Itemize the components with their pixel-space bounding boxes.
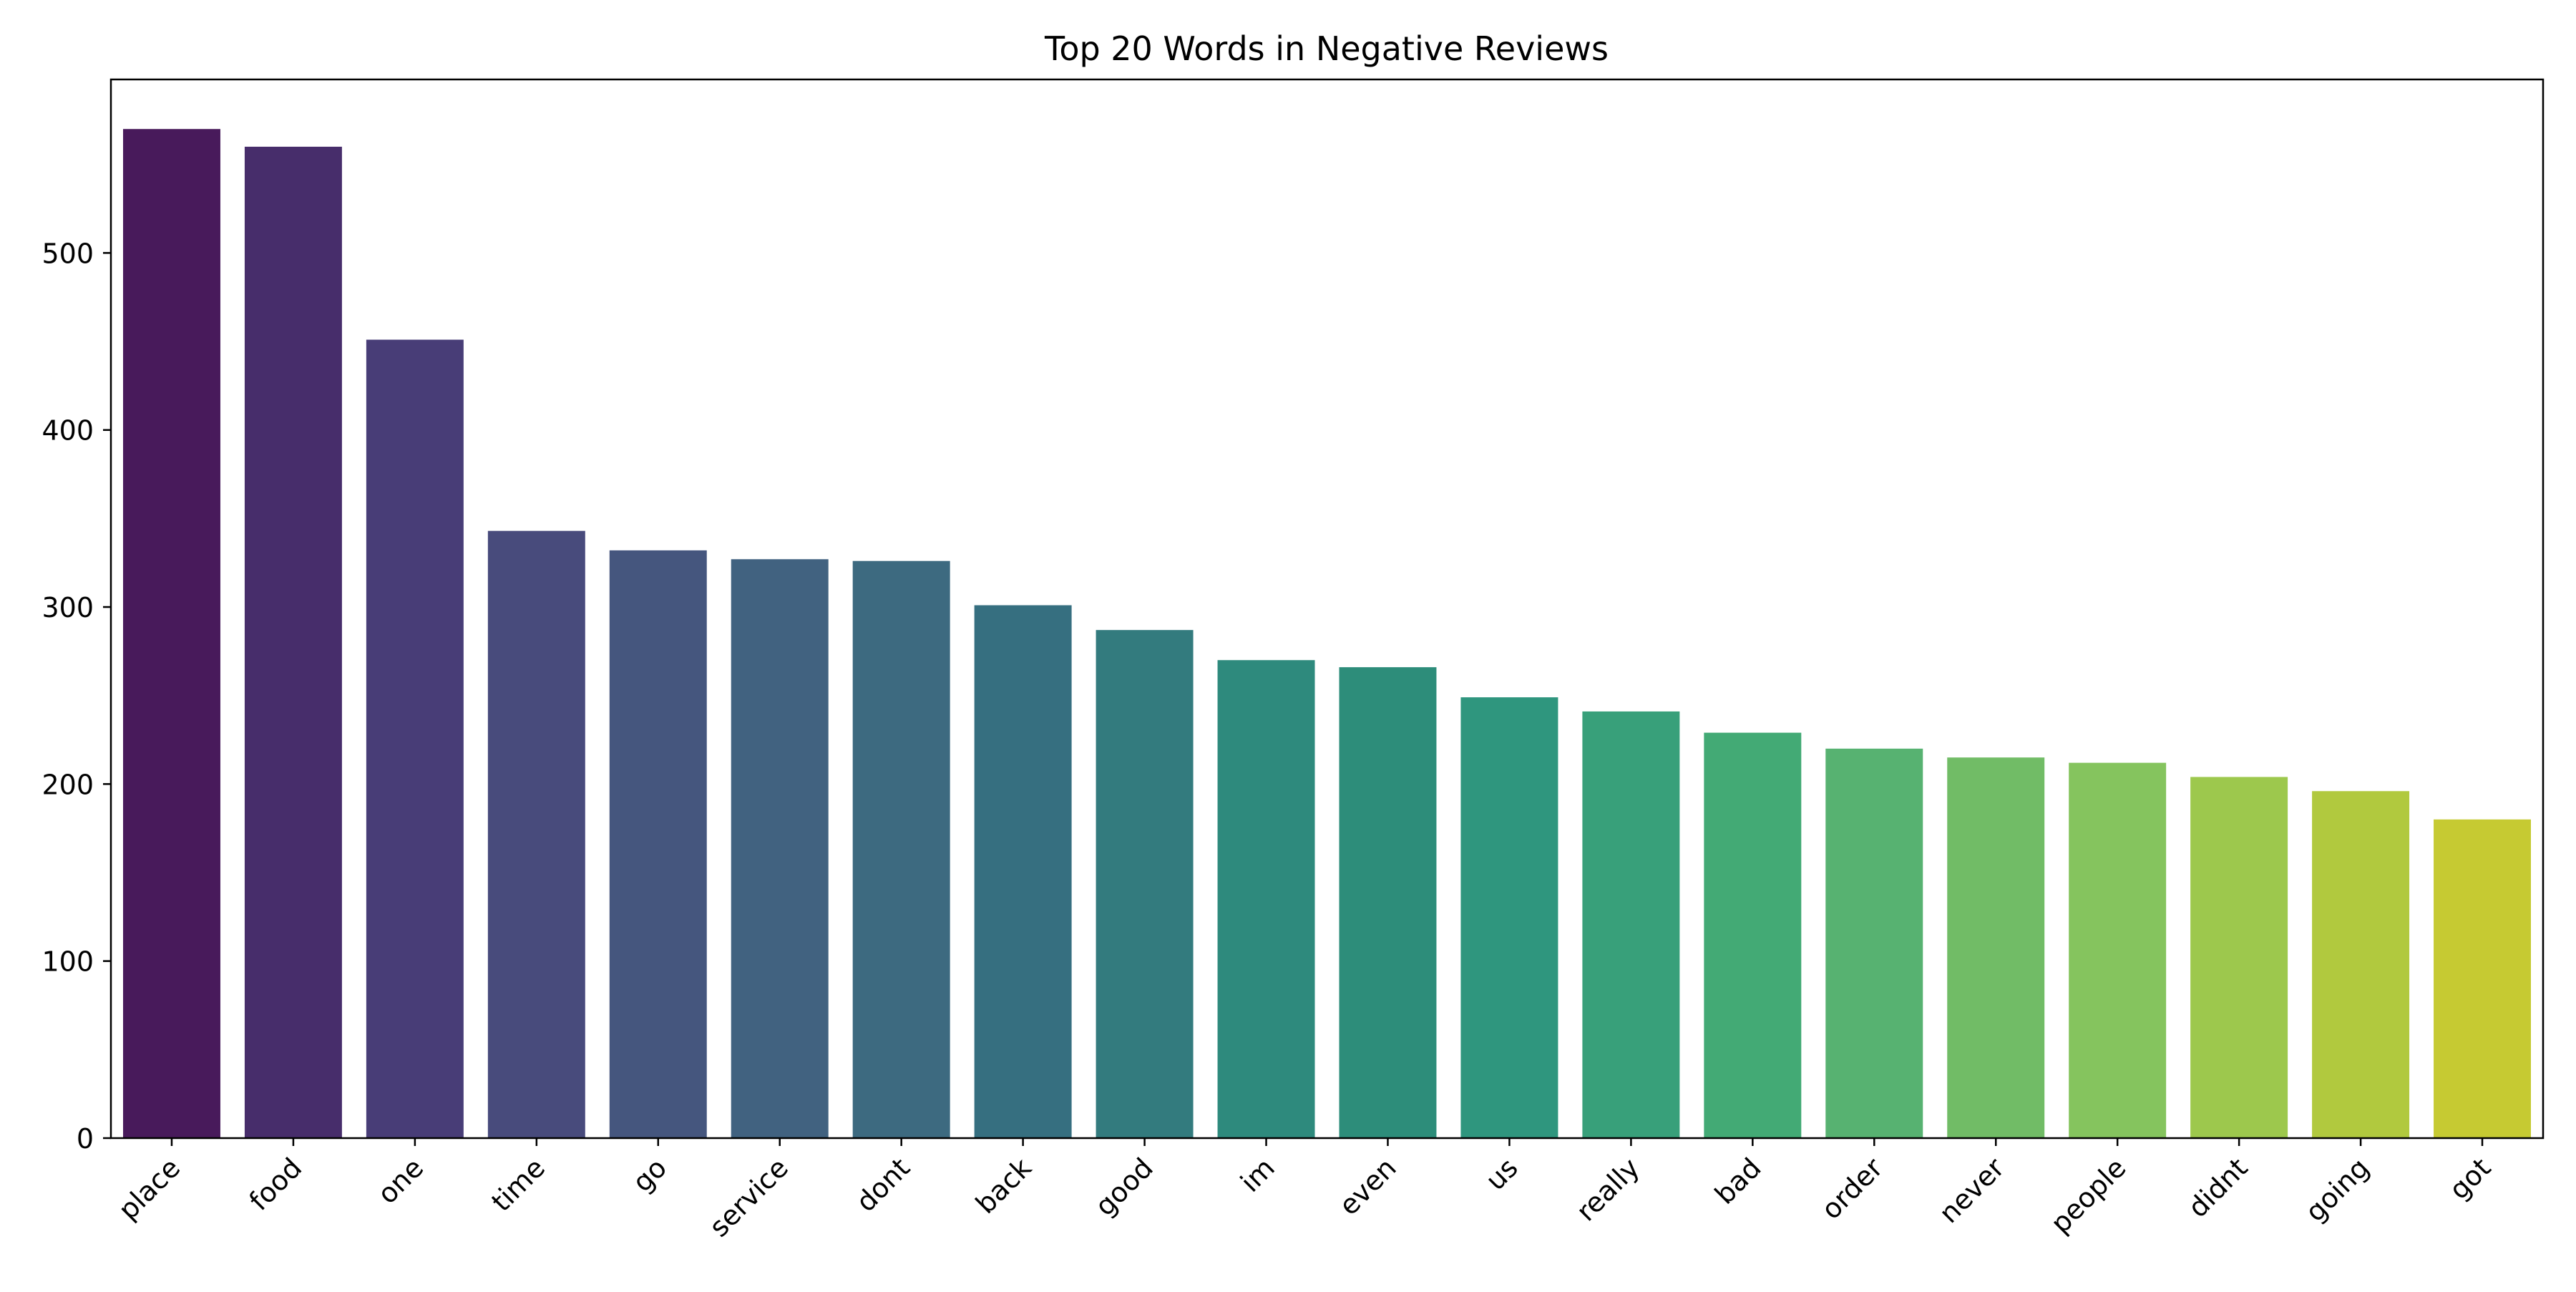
bar-people (2069, 762, 2167, 1138)
x-tick-label: going (2299, 1152, 2375, 1228)
bar-place (123, 129, 220, 1138)
bar-im (1217, 660, 1315, 1138)
y-tick-label: 400 (42, 415, 94, 447)
x-tick-label: dont (850, 1152, 916, 1218)
y-tick-label: 0 (77, 1123, 94, 1155)
y-tick-label: 500 (42, 238, 94, 269)
bar-going (2312, 791, 2410, 1138)
bar-time (487, 530, 585, 1138)
chart-title: Top 20 Words in Negative Reviews (1044, 29, 1609, 68)
bar-got (2434, 819, 2531, 1138)
bar-one (366, 339, 464, 1138)
bar-bad (1704, 732, 1802, 1138)
x-tick-label: good (1089, 1152, 1159, 1222)
y-tick-label: 100 (42, 946, 94, 978)
x-tick-label: time (485, 1152, 551, 1218)
x-tick-label: order (1815, 1152, 1889, 1225)
x-tick-label: food (243, 1152, 308, 1217)
y-axis: 0 100 200 300 400 500 (42, 238, 111, 1155)
bars-layer (123, 129, 2531, 1139)
bar-really (1582, 711, 1680, 1138)
bar-good (1096, 630, 1194, 1138)
y-tick-label: 300 (42, 592, 94, 623)
plot-frame (109, 78, 2545, 1140)
bar-us (1460, 697, 1558, 1138)
x-tick-label: one (371, 1152, 429, 1210)
bar-never (1947, 757, 2045, 1138)
bar-order (1825, 748, 1923, 1138)
bar-dont (852, 560, 950, 1138)
bar-service (731, 559, 829, 1138)
x-tick-label: place (112, 1152, 186, 1225)
x-tick-label: people (2044, 1152, 2132, 1239)
x-tick-label: bad (1709, 1152, 1767, 1210)
bar-food (244, 146, 342, 1139)
bar-even (1339, 667, 1437, 1138)
bar-didnt (2190, 777, 2288, 1138)
bar-go (609, 550, 707, 1138)
x-tick-label: service (703, 1152, 794, 1243)
x-tick-label: even (1333, 1152, 1402, 1221)
x-tick-label: really (1570, 1152, 1645, 1227)
x-tick-label: back (970, 1152, 1038, 1220)
x-tick-label: us (1480, 1152, 1524, 1196)
x-tick-label: go (627, 1152, 673, 1198)
x-tick-label: never (1933, 1152, 2010, 1229)
x-tick-label: got (2443, 1152, 2497, 1205)
y-tick-label: 200 (42, 769, 94, 800)
x-tick-label: im (1234, 1152, 1281, 1198)
x-axis: place food one time go service dont back good im e… (112, 1138, 2497, 1243)
x-tick-label: didnt (2182, 1152, 2253, 1223)
bar-back (974, 605, 1072, 1138)
